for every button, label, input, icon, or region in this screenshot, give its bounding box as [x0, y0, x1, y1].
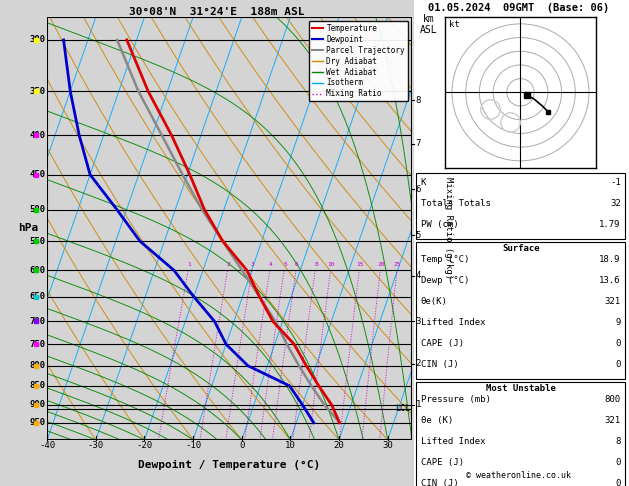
Text: 800: 800 [604, 395, 621, 404]
Text: 0: 0 [239, 441, 245, 451]
Text: 01.05.2024  09GMT  (Base: 06): 01.05.2024 09GMT (Base: 06) [428, 3, 610, 14]
Text: 30: 30 [382, 441, 393, 451]
Text: 2: 2 [415, 359, 421, 368]
Text: 18.9: 18.9 [599, 255, 621, 264]
Text: 0: 0 [615, 339, 621, 348]
Text: 5: 5 [415, 231, 421, 240]
Text: θe (K): θe (K) [421, 416, 453, 425]
Text: Mixing Ratio (g/kg): Mixing Ratio (g/kg) [444, 177, 453, 279]
Text: Pressure (mb): Pressure (mb) [421, 395, 491, 404]
Text: Surface: Surface [502, 244, 540, 254]
Text: 850: 850 [30, 382, 46, 390]
Text: 1.79: 1.79 [599, 220, 621, 229]
Text: CIN (J): CIN (J) [421, 360, 459, 369]
Text: 0: 0 [615, 360, 621, 369]
Text: CAPE (J): CAPE (J) [421, 339, 464, 348]
Text: -40: -40 [39, 441, 55, 451]
Text: 800: 800 [30, 361, 46, 370]
Text: 900: 900 [30, 400, 46, 409]
Text: 600: 600 [30, 266, 46, 275]
Text: 6: 6 [295, 262, 299, 267]
Text: CAPE (J): CAPE (J) [421, 458, 464, 467]
Text: 400: 400 [30, 131, 46, 140]
Text: 950: 950 [30, 418, 46, 427]
Text: -1: -1 [610, 178, 621, 188]
Text: 321: 321 [604, 416, 621, 425]
Text: 500: 500 [30, 205, 46, 214]
Text: Lifted Index: Lifted Index [421, 318, 486, 327]
Text: PW (cm): PW (cm) [421, 220, 459, 229]
Text: 550: 550 [30, 237, 46, 246]
Text: Totals Totals: Totals Totals [421, 199, 491, 208]
Text: 450: 450 [30, 170, 46, 179]
Text: 3: 3 [251, 262, 255, 267]
Text: 0: 0 [615, 458, 621, 467]
Text: -20: -20 [136, 441, 152, 451]
Text: © weatheronline.co.uk: © weatheronline.co.uk [467, 471, 571, 480]
Text: 7: 7 [415, 139, 421, 148]
Text: Most Unstable: Most Unstable [486, 384, 556, 394]
Text: 321: 321 [604, 297, 621, 306]
Text: km
ASL: km ASL [420, 14, 438, 35]
Text: 9: 9 [615, 318, 621, 327]
Text: 1: 1 [415, 400, 421, 409]
Text: CIN (J): CIN (J) [421, 479, 459, 486]
Text: LCL: LCL [396, 404, 411, 413]
Text: 8: 8 [615, 437, 621, 446]
Text: 15: 15 [356, 262, 364, 267]
Text: 5: 5 [283, 262, 287, 267]
Text: Dewp (°C): Dewp (°C) [421, 276, 469, 285]
Text: Dewpoint / Temperature (°C): Dewpoint / Temperature (°C) [138, 460, 321, 470]
Text: -30: -30 [88, 441, 104, 451]
Text: 8: 8 [415, 96, 421, 105]
Text: θe(K): θe(K) [421, 297, 448, 306]
Text: 750: 750 [30, 340, 46, 349]
Legend: Temperature, Dewpoint, Parcel Trajectory, Dry Adiabat, Wet Adiabat, Isotherm, Mi: Temperature, Dewpoint, Parcel Trajectory… [309, 21, 408, 102]
Text: 0: 0 [615, 479, 621, 486]
Text: hPa: hPa [19, 224, 39, 233]
Text: 13.6: 13.6 [599, 276, 621, 285]
Text: 10: 10 [328, 262, 335, 267]
Text: 20: 20 [377, 262, 385, 267]
Text: 3: 3 [415, 317, 421, 326]
Text: K: K [421, 178, 426, 188]
Text: 4: 4 [269, 262, 272, 267]
Text: 32: 32 [610, 199, 621, 208]
Text: Lifted Index: Lifted Index [421, 437, 486, 446]
Text: 8: 8 [314, 262, 318, 267]
Text: Temp (°C): Temp (°C) [421, 255, 469, 264]
Text: 30°08'N  31°24'E  188m ASL: 30°08'N 31°24'E 188m ASL [129, 7, 305, 17]
Text: 10: 10 [285, 441, 296, 451]
Text: 6: 6 [415, 185, 421, 193]
Text: 650: 650 [30, 292, 46, 301]
Text: -10: -10 [185, 441, 201, 451]
Text: 20: 20 [333, 441, 345, 451]
Text: 700: 700 [30, 317, 46, 326]
Text: kt: kt [449, 19, 460, 29]
Text: 4: 4 [415, 271, 421, 280]
Text: 300: 300 [30, 35, 46, 44]
Text: 2: 2 [226, 262, 230, 267]
Text: 25: 25 [394, 262, 401, 267]
Text: 1: 1 [187, 262, 191, 267]
Text: 350: 350 [30, 87, 46, 96]
